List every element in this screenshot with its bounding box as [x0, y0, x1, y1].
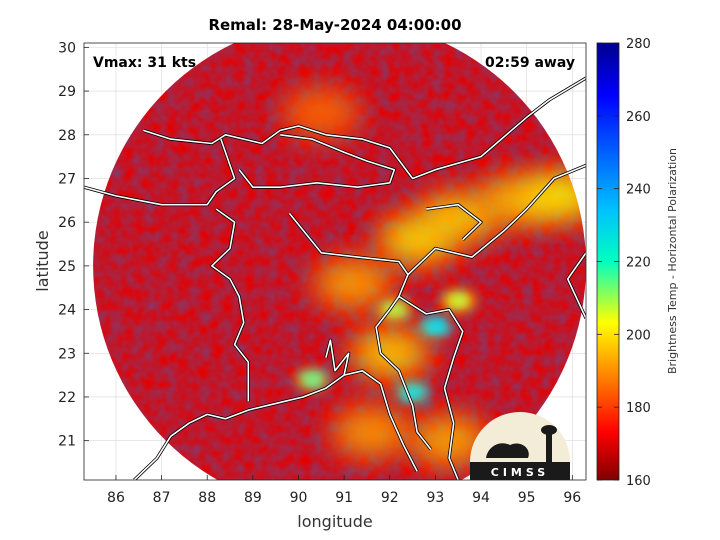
y-tick-label: 29 [58, 84, 76, 100]
y-tick-label: 28 [58, 128, 76, 144]
swath-feature-core [307, 375, 318, 384]
swath-feature-core [430, 323, 441, 332]
colorbar-tick-label: 260 [626, 110, 651, 125]
x-tick-label: 90 [290, 490, 308, 506]
border-line [566, 252, 586, 319]
map-borders [84, 76, 586, 480]
y-tick-label: 22 [58, 390, 76, 406]
border-line [398, 295, 464, 480]
y-tick-label: 21 [58, 434, 76, 450]
border-line [426, 203, 482, 241]
cimss-logo: CIMSS [470, 412, 570, 480]
x-tick-label: 92 [381, 490, 399, 506]
y-tick-label: 26 [58, 215, 76, 231]
x-tick-label: 86 [107, 490, 125, 506]
colorbar-label: Brightness Temp - Horizontal Polarizatio… [666, 148, 679, 374]
x-axis: 86 87 88 89 90 91 92 93 94 95 96 [107, 475, 581, 506]
swath-feature-core [407, 388, 418, 397]
y-tick-label: 24 [58, 303, 76, 319]
border-line [143, 77, 586, 180]
colorbar-tick-label: 180 [626, 401, 651, 416]
y-axis-label: latitude [33, 230, 52, 291]
swath-feature [283, 88, 360, 137]
x-tick-label: 88 [198, 490, 216, 506]
time-away-label: 02:59 away [485, 55, 575, 71]
x-tick-label: 95 [518, 490, 536, 506]
border-line [407, 164, 586, 276]
colorbar-tick-label: 200 [626, 328, 651, 343]
swath-feature [315, 259, 392, 308]
border-line [84, 138, 236, 206]
colorbar-tick-label: 220 [626, 256, 651, 271]
axes-frame [83, 42, 587, 481]
x-tick-label: 93 [426, 490, 444, 506]
colorbar-tick-label: 280 [626, 37, 651, 52]
y-tick-label: 23 [58, 346, 76, 362]
border-line [211, 208, 250, 402]
x-axis-label: longitude [297, 512, 372, 531]
colorbar-tick-label: 240 [626, 183, 651, 198]
x-tick-label: 87 [153, 490, 171, 506]
swath-feature [411, 416, 488, 465]
border-line [238, 134, 396, 188]
swath-feature [351, 329, 428, 378]
border-line [288, 212, 432, 450]
x-tick-label: 94 [472, 490, 490, 506]
vmax-label: Vmax: 31 kts [93, 55, 196, 71]
logo-text: CIMSS [491, 466, 549, 479]
y-tick-label: 30 [58, 40, 76, 56]
x-tick-label: 89 [244, 490, 262, 506]
y-tick-label: 25 [58, 259, 76, 275]
x-tick-label: 96 [563, 490, 581, 506]
x-tick-label: 91 [335, 490, 353, 506]
border-line [133, 370, 418, 480]
swath-feature-core [453, 296, 464, 305]
colorbar-tick-label: 160 [626, 474, 651, 489]
colorbar-ticks: 160 180 200 220 240 260 280 [597, 37, 651, 489]
y-axis: 21 22 23 24 25 26 27 28 29 30 [58, 40, 89, 450]
swath-feature [333, 407, 410, 456]
border-line [325, 339, 350, 376]
y-tick-label: 27 [58, 171, 76, 187]
chart-title: Remal: 28-May-2024 04:00:00 [208, 16, 461, 34]
